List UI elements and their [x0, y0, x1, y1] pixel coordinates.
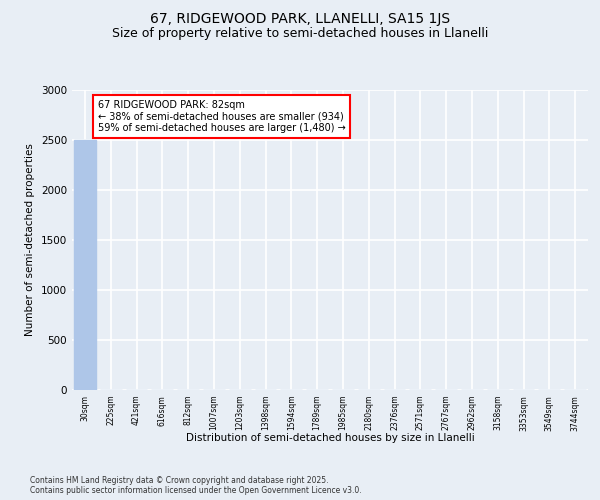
Bar — [74, 140, 96, 390]
Text: 67 RIDGEWOOD PARK: 82sqm
← 38% of semi-detached houses are smaller (934)
59% of : 67 RIDGEWOOD PARK: 82sqm ← 38% of semi-d… — [98, 100, 346, 133]
Text: Contains HM Land Registry data © Crown copyright and database right 2025.
Contai: Contains HM Land Registry data © Crown c… — [30, 476, 362, 495]
Text: Size of property relative to semi-detached houses in Llanelli: Size of property relative to semi-detach… — [112, 28, 488, 40]
Text: 67, RIDGEWOOD PARK, LLANELLI, SA15 1JS: 67, RIDGEWOOD PARK, LLANELLI, SA15 1JS — [150, 12, 450, 26]
Y-axis label: Number of semi-detached properties: Number of semi-detached properties — [25, 144, 35, 336]
X-axis label: Distribution of semi-detached houses by size in Llanelli: Distribution of semi-detached houses by … — [185, 434, 475, 444]
